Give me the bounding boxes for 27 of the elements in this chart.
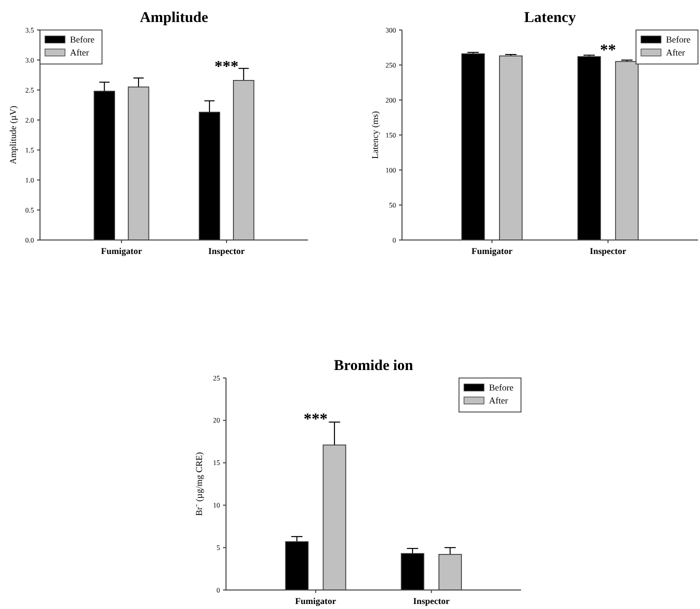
legend-label: After bbox=[666, 48, 685, 58]
y-axis-title: Amplitude (µV) bbox=[8, 106, 18, 164]
legend-label: Before bbox=[70, 34, 94, 44]
x-tick-label: Inspector bbox=[413, 596, 450, 606]
bar bbox=[285, 541, 309, 590]
bar bbox=[322, 444, 346, 590]
chart-title: Latency bbox=[524, 10, 576, 26]
x-tick-label: Fumigator bbox=[100, 246, 142, 256]
legend-label: After bbox=[70, 48, 89, 58]
bar bbox=[400, 553, 424, 590]
annotation: ** bbox=[600, 42, 616, 59]
bar bbox=[128, 86, 150, 240]
legend-label: Before bbox=[489, 382, 514, 392]
legend-label: Before bbox=[666, 34, 690, 44]
x-tick-label: Fumigator bbox=[471, 246, 512, 256]
annotation: *** bbox=[214, 58, 239, 76]
chart-title: Bromide ion bbox=[334, 358, 414, 374]
y-axis-title: Latency (ms) bbox=[370, 111, 380, 159]
x-tick-label: Inspector bbox=[590, 246, 626, 256]
annotation: *** bbox=[304, 411, 328, 428]
chart-title: Amplitude bbox=[140, 10, 209, 26]
bar bbox=[438, 554, 462, 590]
legend-label: After bbox=[489, 396, 508, 406]
bar bbox=[232, 80, 254, 240]
x-tick-label: Inspector bbox=[208, 246, 245, 256]
y-axis-title: Br⁻ (µg/mg CRE) bbox=[194, 452, 204, 516]
x-tick-label: Fumigator bbox=[295, 596, 336, 606]
